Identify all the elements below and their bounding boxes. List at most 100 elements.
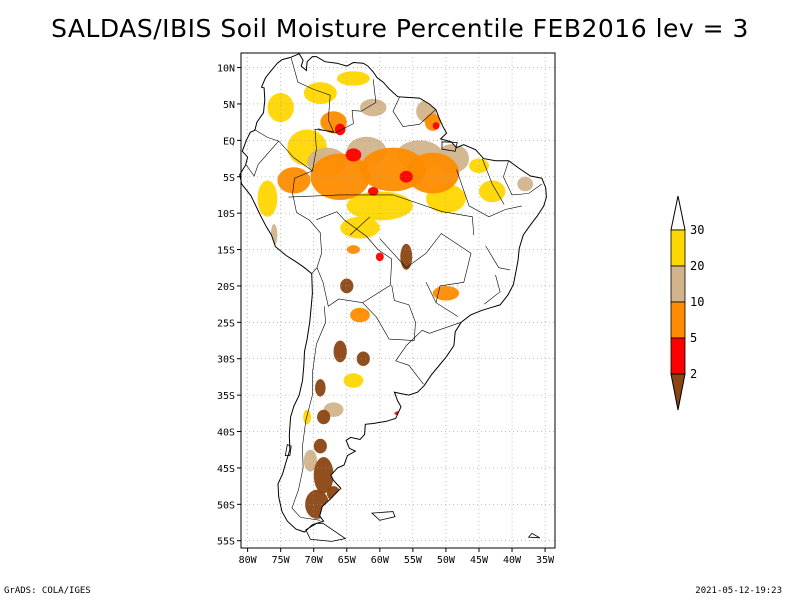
lat-tick-label: 10N <box>217 64 235 75</box>
border-line <box>456 169 522 218</box>
lat-tick-label: 35S <box>217 391 235 402</box>
border-line <box>392 96 436 127</box>
lon-tick-label: 60W <box>371 555 390 566</box>
latitude-tick-labels: 10N 5N EQ 5S 10S 15S 20S 25S 30S 35S 40S 45S 50S 55S <box>217 64 241 548</box>
grid-lines <box>241 53 555 548</box>
lon-tick-label: 55W <box>404 555 423 566</box>
colorbar-label: 30 <box>690 223 704 237</box>
colorbar: 30 20 10 5 2 <box>670 195 704 411</box>
soil-moisture-field <box>257 71 534 519</box>
lat-tick-label: 5N <box>223 100 235 111</box>
colorbar-segment-30 <box>670 229 686 267</box>
lon-tick-label: 50W <box>437 555 456 566</box>
lon-tick-label: 65W <box>338 555 357 566</box>
percentile-patch-2 <box>315 379 326 397</box>
colorbar-label: 5 <box>690 331 697 345</box>
footer-credit: GrADS: COLA/IGES <box>4 586 91 596</box>
lat-tick-label: 15S <box>217 246 235 257</box>
percentile-patch-20 <box>303 449 318 472</box>
percentile-patch-30 <box>340 216 380 239</box>
percentile-patch-30 <box>303 409 312 425</box>
percentile-patch-10 <box>310 153 370 201</box>
border-line <box>246 140 279 177</box>
border-line <box>334 79 377 134</box>
percentile-patch-2 <box>326 486 341 501</box>
percentile-patch-2 <box>356 351 370 367</box>
border-line <box>484 274 501 305</box>
percentile-patch-2 <box>333 340 347 363</box>
percentile-patch-2 <box>317 409 331 425</box>
island-outline <box>305 522 347 542</box>
island-outline <box>527 532 540 539</box>
island-outline <box>441 141 458 152</box>
percentile-patch-5 <box>375 252 384 262</box>
colorbar-label: 10 <box>690 295 704 309</box>
percentile-patch-2 <box>400 243 413 270</box>
country-borders <box>246 58 542 521</box>
border-line <box>503 160 542 196</box>
border-line <box>362 285 416 341</box>
lat-tick-label: 25S <box>217 318 235 329</box>
island-outline <box>284 444 292 456</box>
percentile-patch-30 <box>478 180 506 203</box>
map-title: SALDAS/IBIS Soil Moisture Percentile FEB… <box>51 14 749 43</box>
percentile-patch-5 <box>394 411 405 416</box>
lat-tick-label: 45S <box>217 464 235 475</box>
lat-tick-label: 30S <box>217 355 235 366</box>
colorbar-segment-20 <box>670 265 686 303</box>
percentile-patch-30 <box>336 71 370 86</box>
percentile-patch-20 <box>359 98 387 117</box>
percentile-patch-30 <box>267 93 294 123</box>
border-line <box>291 306 326 521</box>
percentile-patch-10 <box>350 307 370 323</box>
border-line <box>482 158 505 205</box>
border-line <box>292 170 322 274</box>
border-line <box>425 282 458 317</box>
lon-tick-label: 45W <box>470 555 489 566</box>
colorbar-segment-5 <box>670 337 686 375</box>
map-frame <box>240 52 556 549</box>
lat-tick-label: EQ <box>223 136 235 147</box>
colorbar-label: 2 <box>690 367 697 381</box>
border-line <box>316 211 393 307</box>
lon-tick-label: 80W <box>239 555 258 566</box>
border-line <box>395 330 424 385</box>
percentile-patch-30 <box>343 373 364 388</box>
lat-tick-label: 5S <box>223 173 235 184</box>
border-line <box>421 322 462 334</box>
lat-tick-label: 50S <box>217 500 235 511</box>
colorbar-below-triangle <box>670 373 686 411</box>
island-outline <box>370 511 396 521</box>
percentile-patch-20 <box>517 176 534 192</box>
percentile-patch-2 <box>313 457 334 494</box>
percentile-patch-30 <box>303 82 337 104</box>
border-line <box>379 233 472 303</box>
lat-tick-label: 10S <box>217 209 235 220</box>
island-outlines <box>284 141 540 542</box>
border-line <box>485 245 511 271</box>
colorbar-above-triangle <box>670 195 686 231</box>
lon-tick-label: 35W <box>536 555 555 566</box>
footer-timestamp: 2021-05-12-19:23 <box>695 586 782 596</box>
lat-tick-label: 55S <box>217 537 235 548</box>
lat-tick-label: 40S <box>217 428 235 439</box>
percentile-patch-5 <box>432 122 440 130</box>
longitude-tick-labels: 80W 75W 70W 65W 60W 55W 50W 45W 40W 35W <box>239 548 555 566</box>
lon-tick-label: 75W <box>272 555 291 566</box>
percentile-patch-10 <box>277 167 311 194</box>
percentile-patch-5 <box>399 170 413 183</box>
percentile-patch-5 <box>334 123 346 136</box>
continent-outline <box>239 53 547 533</box>
border-line <box>288 194 474 236</box>
border-line <box>349 216 371 236</box>
colorbar-segment-10 <box>670 301 686 339</box>
lon-tick-label: 70W <box>305 555 324 566</box>
percentile-patch-5 <box>345 148 362 162</box>
colorbar-label: 20 <box>690 259 704 273</box>
border-line <box>317 128 335 134</box>
percentile-patch-30 <box>257 180 278 217</box>
lat-tick-label: 20S <box>217 282 235 293</box>
percentile-patch-10 <box>406 152 460 194</box>
percentile-patch-5 <box>367 186 379 196</box>
